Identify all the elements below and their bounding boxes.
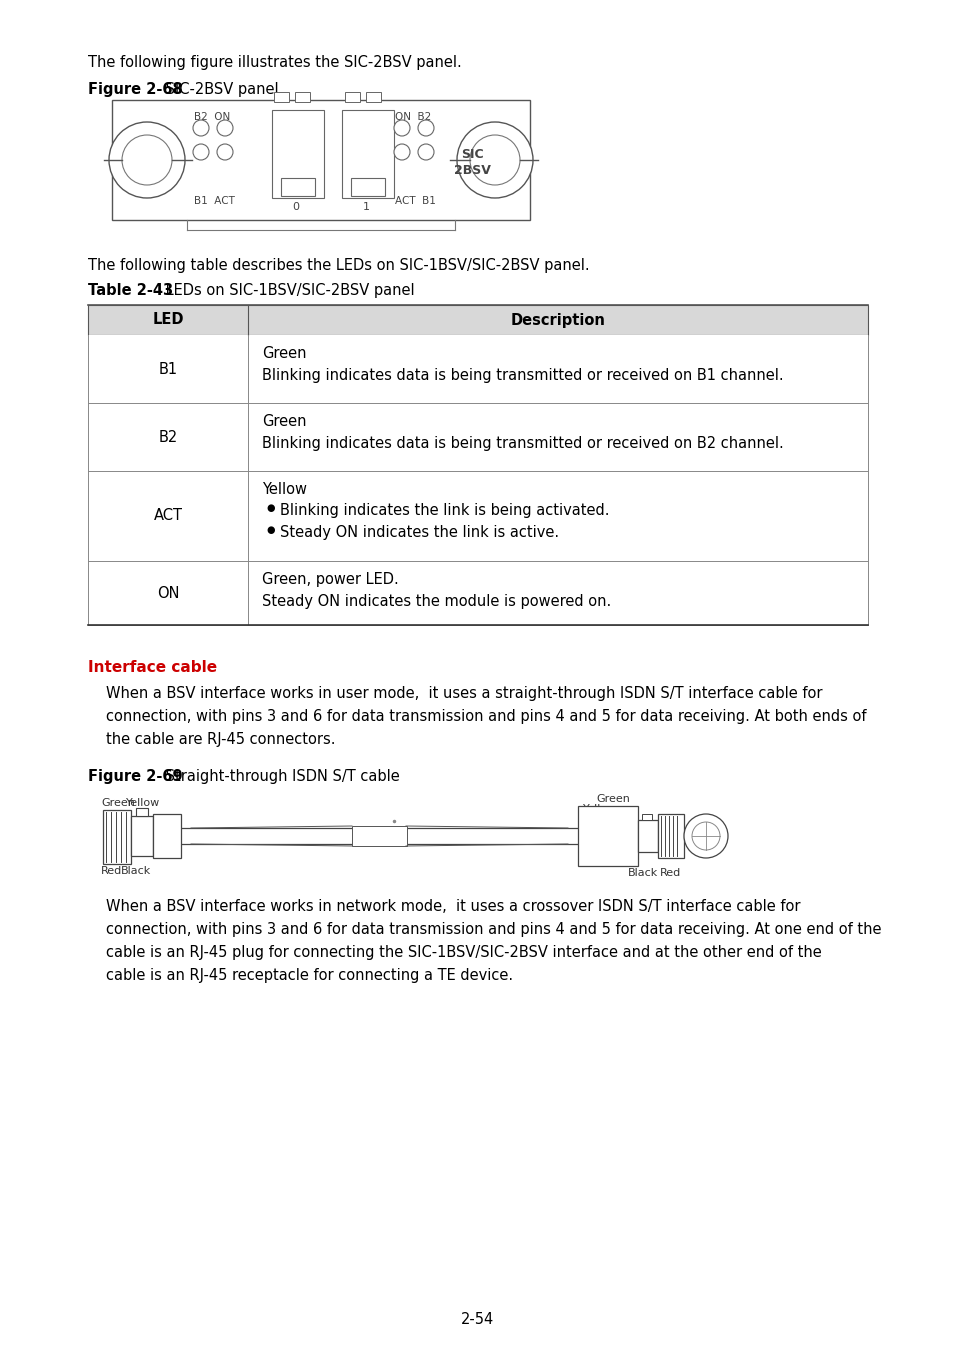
Text: Black: Black: [627, 868, 658, 878]
Bar: [351, 178, 385, 196]
Text: B1: B1: [158, 362, 177, 377]
Text: Description: Description: [510, 312, 605, 328]
Bar: [341, 109, 394, 198]
Text: Figure 2-69: Figure 2-69: [88, 769, 182, 784]
Text: Red: Red: [101, 865, 122, 876]
Text: The following table describes the LEDs on SIC-1BSV/SIC-2BSV panel.: The following table describes the LEDs o…: [88, 258, 589, 273]
Text: ●: ●: [266, 504, 274, 513]
Text: B2  ON: B2 ON: [193, 112, 230, 122]
Bar: [294, 92, 310, 103]
Bar: [88, 305, 867, 335]
Text: Green: Green: [101, 798, 134, 809]
Bar: [88, 471, 867, 562]
Text: Yellow: Yellow: [126, 798, 160, 809]
Circle shape: [193, 144, 209, 161]
Text: Interface cable: Interface cable: [88, 660, 217, 675]
Bar: [352, 826, 407, 846]
Text: The following figure illustrates the SIC-2BSV panel.: The following figure illustrates the SIC…: [88, 55, 461, 70]
Bar: [281, 178, 314, 196]
Bar: [152, 814, 181, 859]
Text: 2-54: 2-54: [461, 1312, 494, 1327]
Text: 2BSV: 2BSV: [453, 163, 490, 177]
Text: ACT: ACT: [153, 509, 182, 524]
Text: Green: Green: [596, 794, 629, 805]
Circle shape: [417, 120, 434, 136]
Bar: [366, 92, 380, 103]
Text: Black: Black: [121, 865, 152, 876]
Text: ●: ●: [266, 525, 274, 535]
Circle shape: [109, 122, 185, 198]
Text: Table 2-43: Table 2-43: [88, 284, 172, 298]
Circle shape: [216, 120, 233, 136]
Text: When a BSV interface works in network mode,  it uses a crossover ISDN S/T interf: When a BSV interface works in network mo…: [106, 899, 800, 914]
Text: cable is an RJ-45 receptacle for connecting a TE device.: cable is an RJ-45 receptacle for connect…: [106, 968, 513, 983]
Text: B2: B2: [158, 429, 177, 444]
Bar: [658, 814, 683, 859]
Text: Blinking indicates data is being transmitted or received on B1 channel.: Blinking indicates data is being transmi…: [262, 369, 782, 383]
Text: Blinking indicates the link is being activated.: Blinking indicates the link is being act…: [280, 504, 609, 518]
Text: Red: Red: [659, 868, 680, 878]
Text: 1: 1: [362, 202, 369, 212]
Text: ON  B2: ON B2: [395, 112, 431, 122]
Circle shape: [216, 144, 233, 161]
Text: Steady ON indicates the module is powered on.: Steady ON indicates the module is powere…: [262, 594, 611, 609]
Bar: [88, 335, 867, 404]
Circle shape: [417, 144, 434, 161]
Text: B1  ACT: B1 ACT: [193, 196, 234, 207]
Bar: [88, 404, 867, 471]
Bar: [103, 810, 131, 864]
Text: Figure 2-68: Figure 2-68: [88, 82, 183, 97]
Bar: [638, 819, 658, 852]
Text: Yellow: Yellow: [582, 805, 617, 814]
Circle shape: [470, 135, 519, 185]
Text: Steady ON indicates the link is active.: Steady ON indicates the link is active.: [280, 525, 558, 540]
Text: Blinking indicates data is being transmitted or received on B2 channel.: Blinking indicates data is being transmi…: [262, 436, 783, 451]
Text: Green, power LED.: Green, power LED.: [262, 572, 398, 587]
Text: connection, with pins 3 and 6 for data transmission and pins 4 and 5 for data re: connection, with pins 3 and 6 for data t…: [106, 922, 881, 937]
Text: cable is an RJ-45 plug for connecting the SIC-1BSV/SIC-2BSV interface and at the: cable is an RJ-45 plug for connecting th…: [106, 945, 821, 960]
Text: SIC-2BSV panel: SIC-2BSV panel: [161, 82, 278, 97]
Bar: [578, 806, 638, 865]
Text: LEDs on SIC-1BSV/SIC-2BSV panel: LEDs on SIC-1BSV/SIC-2BSV panel: [161, 284, 415, 298]
Text: When a BSV interface works in user mode,  it uses a straight-through ISDN S/T in: When a BSV interface works in user mode,…: [106, 686, 821, 701]
Bar: [345, 92, 359, 103]
Bar: [272, 109, 324, 198]
Text: Yellow: Yellow: [262, 482, 307, 497]
Text: ON: ON: [156, 586, 179, 601]
Text: SIC: SIC: [460, 148, 483, 161]
Bar: [641, 814, 651, 819]
Bar: [88, 562, 867, 625]
Circle shape: [394, 120, 410, 136]
Circle shape: [122, 135, 172, 185]
Text: the cable are RJ-45 connectors.: the cable are RJ-45 connectors.: [106, 732, 335, 747]
Circle shape: [683, 814, 727, 859]
Text: 0: 0: [293, 202, 299, 212]
Text: connection, with pins 3 and 6 for data transmission and pins 4 and 5 for data re: connection, with pins 3 and 6 for data t…: [106, 709, 865, 724]
Text: Straight-through ISDN S/T cable: Straight-through ISDN S/T cable: [161, 769, 399, 784]
Circle shape: [691, 822, 720, 850]
Text: Green: Green: [262, 346, 306, 360]
Bar: [131, 815, 152, 856]
Text: Green: Green: [262, 414, 306, 429]
Bar: [136, 809, 148, 815]
Bar: [112, 100, 530, 220]
Bar: [274, 92, 289, 103]
Circle shape: [193, 120, 209, 136]
Text: LED: LED: [152, 312, 184, 328]
Text: ACT  B1: ACT B1: [395, 196, 436, 207]
Circle shape: [394, 144, 410, 161]
Circle shape: [456, 122, 533, 198]
